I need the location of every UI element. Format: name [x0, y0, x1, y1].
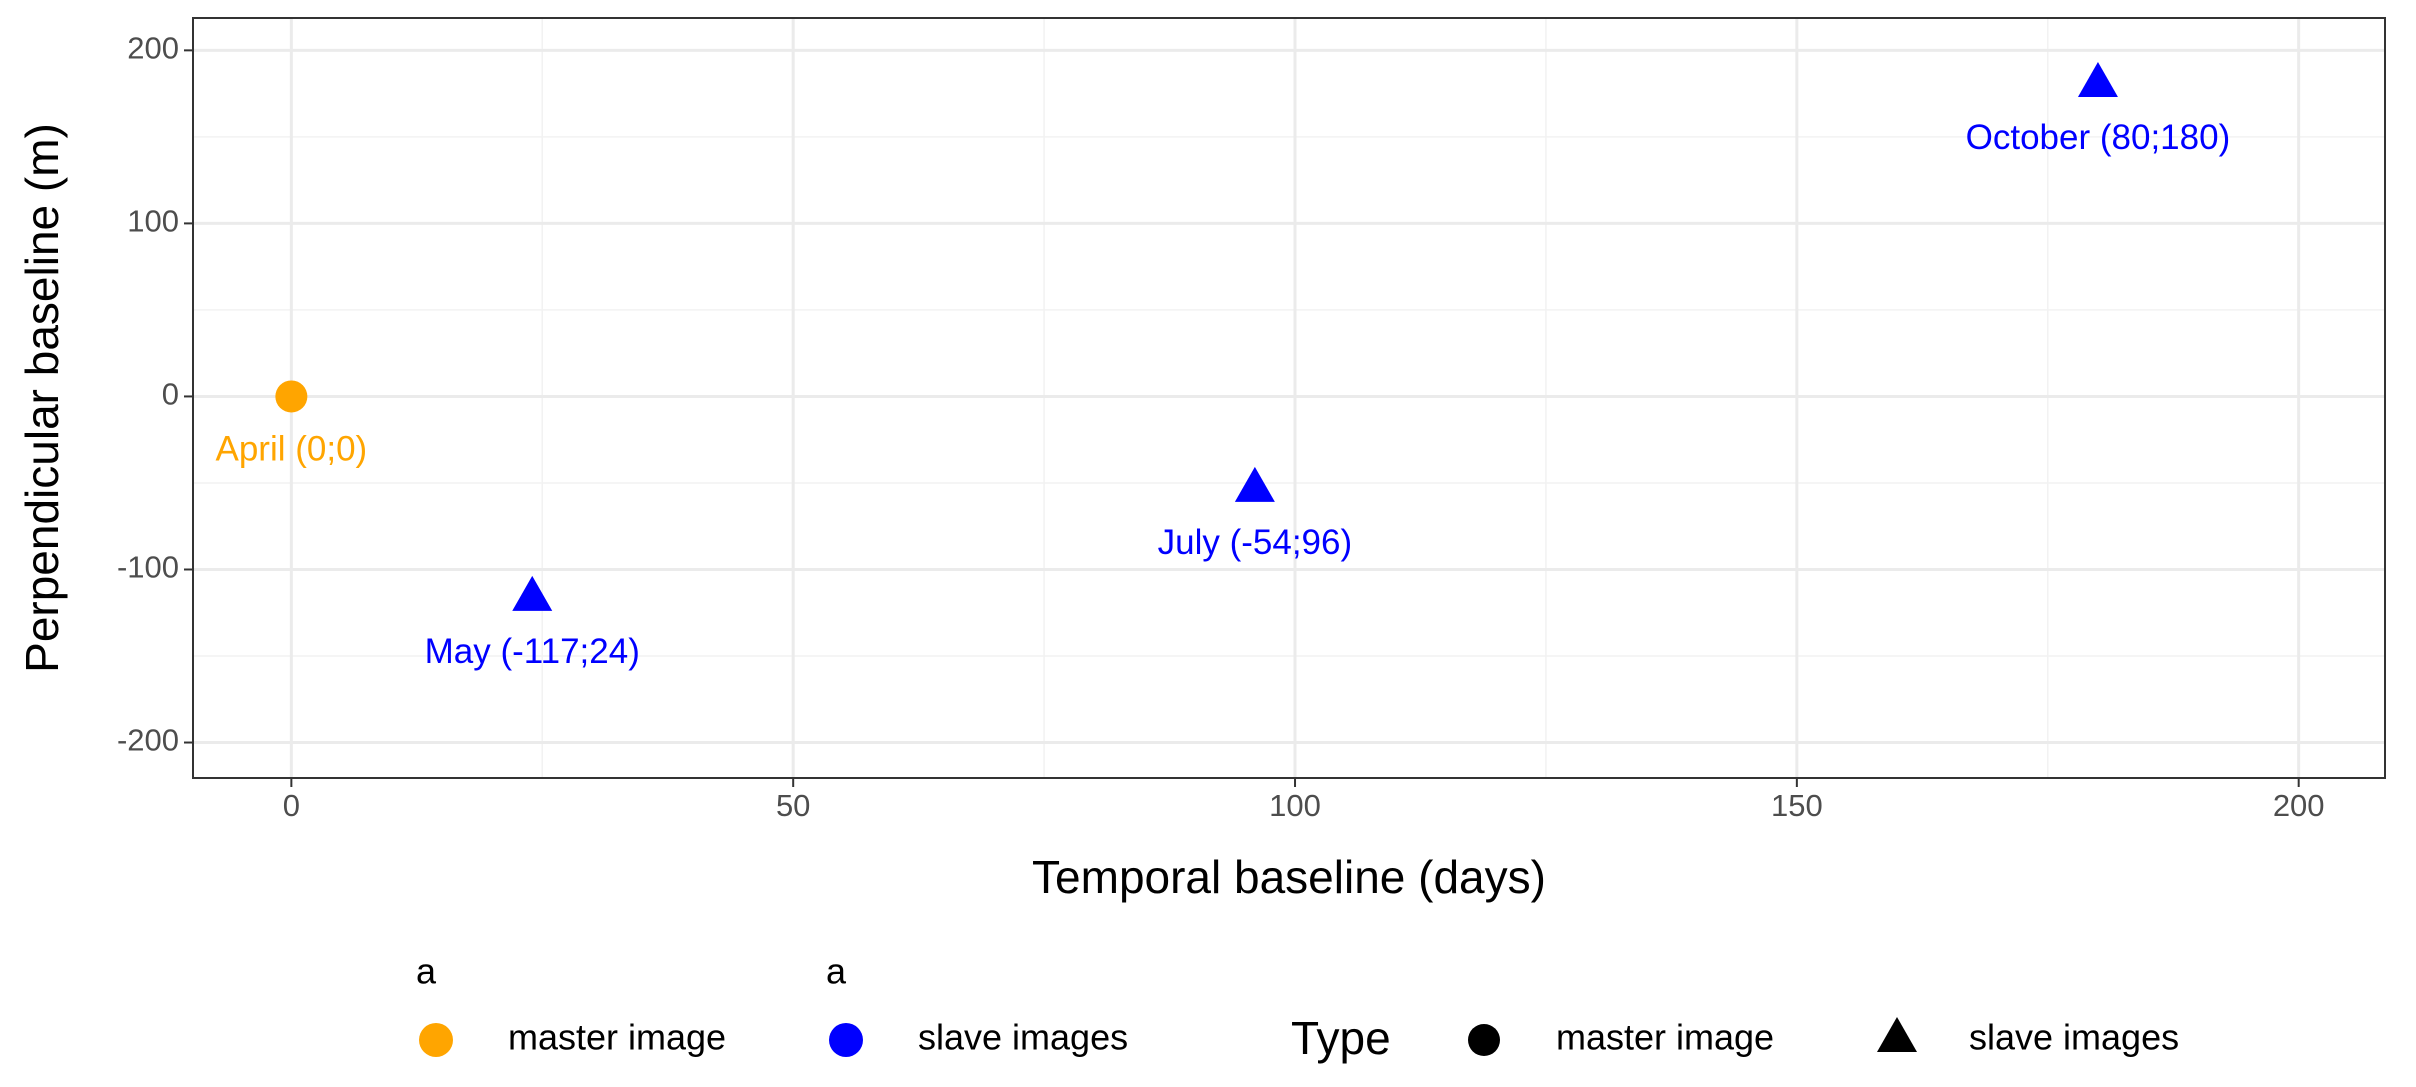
- legend-label: slave images: [918, 1017, 1128, 1058]
- x-tick-label: 100: [1269, 788, 1321, 823]
- y-tick-label: -100: [117, 550, 179, 585]
- legend-key: [1468, 1024, 1500, 1056]
- x-tick-label: 50: [776, 788, 810, 823]
- legend-key: [829, 1023, 863, 1057]
- x-tick-label: 200: [2273, 788, 2325, 823]
- legend-key-text: a: [416, 951, 437, 992]
- legend-key: [419, 1023, 453, 1057]
- point-label: July (-54;96): [1158, 523, 1353, 562]
- y-tick-label: -200: [117, 723, 179, 758]
- legend-label: master image: [1556, 1017, 1774, 1058]
- x-tick-label: 0: [283, 788, 300, 823]
- legend-label: master image: [508, 1017, 726, 1058]
- point: [1234, 466, 1275, 502]
- y-axis-title: Perpendicular baseline (m): [16, 123, 68, 673]
- legend-label: slave images: [1969, 1017, 2179, 1058]
- point: [2077, 61, 2118, 97]
- x-tick-label: 150: [1771, 788, 1823, 823]
- point: [275, 380, 308, 413]
- point-label: October (80;180): [1966, 118, 2231, 157]
- legend-key: [1877, 1017, 1917, 1052]
- point-label: May (-117;24): [425, 632, 640, 671]
- point: [512, 575, 553, 611]
- legend-title: Type: [1291, 1012, 1391, 1064]
- plot-background: [193, 18, 2385, 778]
- legend-key-text: a: [826, 951, 847, 992]
- y-tick-label: 100: [127, 204, 179, 239]
- y-tick-label: 200: [127, 31, 179, 66]
- x-axis-title: Temporal baseline (days): [1032, 851, 1546, 903]
- point-label: April (0;0): [215, 430, 367, 469]
- y-tick-label: 0: [162, 377, 179, 412]
- plot-border: [192, 17, 2386, 779]
